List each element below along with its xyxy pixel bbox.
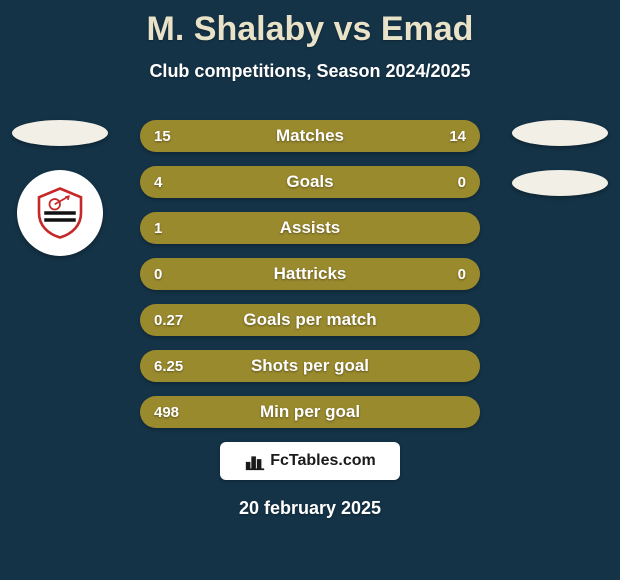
stat-row: 498Min per goal bbox=[140, 396, 480, 428]
stat-row: 0.27Goals per match bbox=[140, 304, 480, 336]
stat-row: 15Matches14 bbox=[140, 120, 480, 152]
stat-left-fill bbox=[140, 304, 480, 336]
right-badges bbox=[500, 120, 620, 196]
player1-country-badge bbox=[12, 120, 108, 146]
stat-left-fill bbox=[140, 396, 480, 428]
source-logo: FcTables.com bbox=[220, 442, 400, 480]
player2-country-badge bbox=[512, 120, 608, 146]
left-badges bbox=[0, 120, 120, 256]
stat-row: 4Goals0 bbox=[140, 166, 480, 198]
player2-club-badge bbox=[512, 170, 608, 196]
stat-right-fill bbox=[310, 258, 480, 290]
stat-row: 1Assists bbox=[140, 212, 480, 244]
club-crest-icon bbox=[32, 185, 88, 241]
stat-right-fill bbox=[405, 166, 480, 198]
page-title: M. Shalaby vs Emad bbox=[0, 0, 620, 49]
stat-left-fill bbox=[140, 350, 480, 382]
source-logo-label: FcTables.com bbox=[270, 452, 376, 470]
stat-left-fill bbox=[140, 258, 310, 290]
stat-row: 6.25Shots per goal bbox=[140, 350, 480, 382]
player1-club-badge bbox=[17, 170, 103, 256]
infographic-container: M. Shalaby vs Emad Club competitions, Se… bbox=[0, 0, 620, 580]
footer-date: 20 february 2025 bbox=[0, 498, 620, 519]
stat-left-fill bbox=[140, 212, 480, 244]
stats-list: 15Matches14 4Goals0 1Assists 0Hattricks0 0.2… bbox=[140, 120, 480, 428]
stat-left-fill bbox=[140, 120, 317, 152]
stat-row: 0Hattricks0 bbox=[140, 258, 480, 290]
stat-right-fill bbox=[317, 120, 480, 152]
chart-icon bbox=[244, 450, 266, 472]
stat-left-fill bbox=[140, 166, 405, 198]
page-subtitle: Club competitions, Season 2024/2025 bbox=[0, 61, 620, 82]
